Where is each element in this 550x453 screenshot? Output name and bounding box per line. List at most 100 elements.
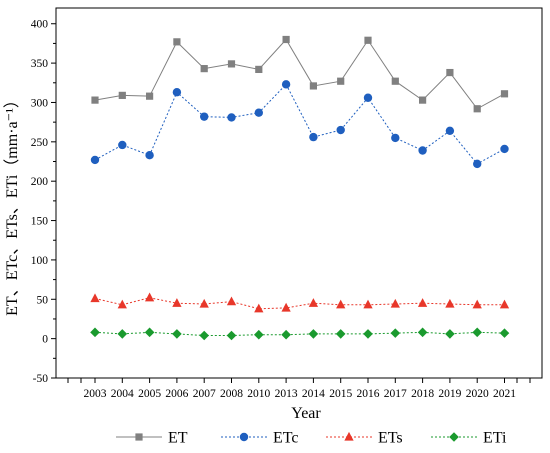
data-point-ets: [144, 292, 155, 302]
data-point-eti: [335, 329, 346, 339]
y-tick-label: 250: [31, 137, 49, 149]
y-tick-label: 100: [31, 255, 49, 267]
legend-label: ETs: [378, 430, 403, 447]
legend-item-eti: ETi: [431, 430, 507, 447]
y-axis: -50 0 50 100 150 200 250 300 350 400: [31, 19, 56, 385]
x-tick-label: 2021: [493, 388, 516, 400]
data-point-et: [309, 82, 317, 90]
data-point-et: [146, 92, 154, 100]
series-line-etc: [94, 83, 505, 165]
x-tick-label: 2019: [438, 388, 461, 400]
data-point-eti: [117, 329, 128, 339]
x-tick-label: 2015: [329, 388, 352, 400]
legend-marker-ets: [344, 431, 354, 441]
data-point-ets: [308, 298, 319, 307]
data-point-ets: [390, 298, 400, 308]
data-point-ets: [281, 302, 291, 312]
data-point-eti: [90, 327, 100, 338]
legend-item-ets: ETs: [326, 430, 403, 447]
y-tick-label: 400: [31, 19, 49, 31]
data-point-eti: [445, 329, 455, 339]
data-point-ets: [226, 296, 237, 306]
y-tick-label: -50: [33, 373, 49, 385]
x-tick-label: 2013: [275, 388, 298, 400]
x-tick-label: 2006: [165, 388, 188, 400]
legend-item-etc: ETc: [221, 430, 299, 447]
data-point-et: [91, 96, 99, 104]
y-tick-label: 50: [37, 294, 49, 306]
data-point-etc: [336, 125, 345, 135]
y-tick-label: 350: [31, 58, 49, 70]
data-point-eti: [390, 328, 401, 338]
data-point-ets: [90, 293, 100, 303]
data-point-ets: [363, 299, 373, 309]
legend-marker-etc: [239, 432, 249, 442]
plot-frame: [55, 7, 543, 379]
legend: ET ETc ETs ETi: [116, 430, 507, 447]
data-point-etc: [281, 80, 291, 89]
series-etc: [90, 80, 509, 169]
data-point-et: [500, 90, 509, 98]
y-axis-title: ET、ETc、ETs、ETi（mm·a⁻¹）: [3, 92, 21, 316]
x-tick-label: 2017: [384, 388, 407, 400]
x-tick-label: 2003: [84, 388, 107, 400]
data-point-ets: [417, 298, 428, 307]
legend-marker-eti: [449, 432, 459, 442]
y-tick-label: 150: [31, 216, 49, 228]
data-point-ets: [199, 298, 209, 308]
x-tick-label: 2018: [411, 388, 434, 400]
data-point-ets: [336, 299, 346, 309]
data-point-etc: [418, 146, 427, 155]
data-point-etc: [445, 126, 455, 136]
data-point-eti: [172, 329, 182, 339]
data-point-eti: [254, 329, 264, 340]
series-line-et: [94, 38, 505, 110]
series-et: [91, 35, 509, 113]
data-point-etc: [90, 155, 100, 165]
data-point-et: [118, 91, 126, 99]
legend-label: ETc: [273, 430, 299, 447]
data-point-etc: [118, 140, 127, 150]
series-ets: [90, 292, 510, 313]
x-tick-label: 2010: [247, 388, 270, 400]
legend-marker-et: [135, 433, 143, 441]
data-point-et: [282, 35, 290, 44]
data-point-eti: [472, 327, 482, 338]
data-point-etc: [227, 113, 236, 122]
x-tick-label: 2014: [302, 388, 325, 400]
data-point-etc: [145, 151, 154, 160]
x-tick-label: 2007: [193, 388, 216, 400]
x-axis-title: Year: [291, 405, 321, 422]
data-point-ets: [117, 299, 127, 309]
data-point-et: [364, 36, 372, 44]
data-point-etc: [309, 132, 318, 142]
data-point-etc: [473, 159, 482, 169]
data-point-eti: [308, 329, 319, 339]
data-point-et: [337, 77, 345, 85]
y-tick-label: 0: [42, 334, 48, 346]
data-point-eti: [417, 327, 428, 338]
data-point-eti: [499, 328, 510, 338]
x-tick-label: 2008: [220, 388, 243, 400]
x-tick-label: 2016: [357, 388, 380, 400]
data-point-eti: [199, 330, 209, 341]
data-point-ets: [499, 299, 510, 309]
series-line-eti: [94, 331, 505, 336]
data-point-et: [255, 65, 263, 74]
series-layer: [90, 35, 510, 341]
data-point-etc: [254, 108, 263, 117]
data-point-eti: [281, 329, 291, 340]
data-point-etc: [500, 144, 509, 154]
data-point-eti: [363, 329, 373, 339]
data-point-ets: [472, 299, 482, 309]
series-line-ets: [94, 297, 505, 310]
x-tick-label: 2005: [138, 388, 161, 400]
data-point-etc: [391, 133, 400, 143]
data-point-ets: [172, 298, 182, 307]
y-tick-label: 300: [31, 97, 49, 109]
legend-item-et: ET: [116, 430, 188, 447]
data-point-eti: [226, 330, 237, 341]
series-eti: [90, 327, 510, 341]
data-point-ets: [254, 303, 264, 313]
data-point-etc: [200, 112, 209, 121]
